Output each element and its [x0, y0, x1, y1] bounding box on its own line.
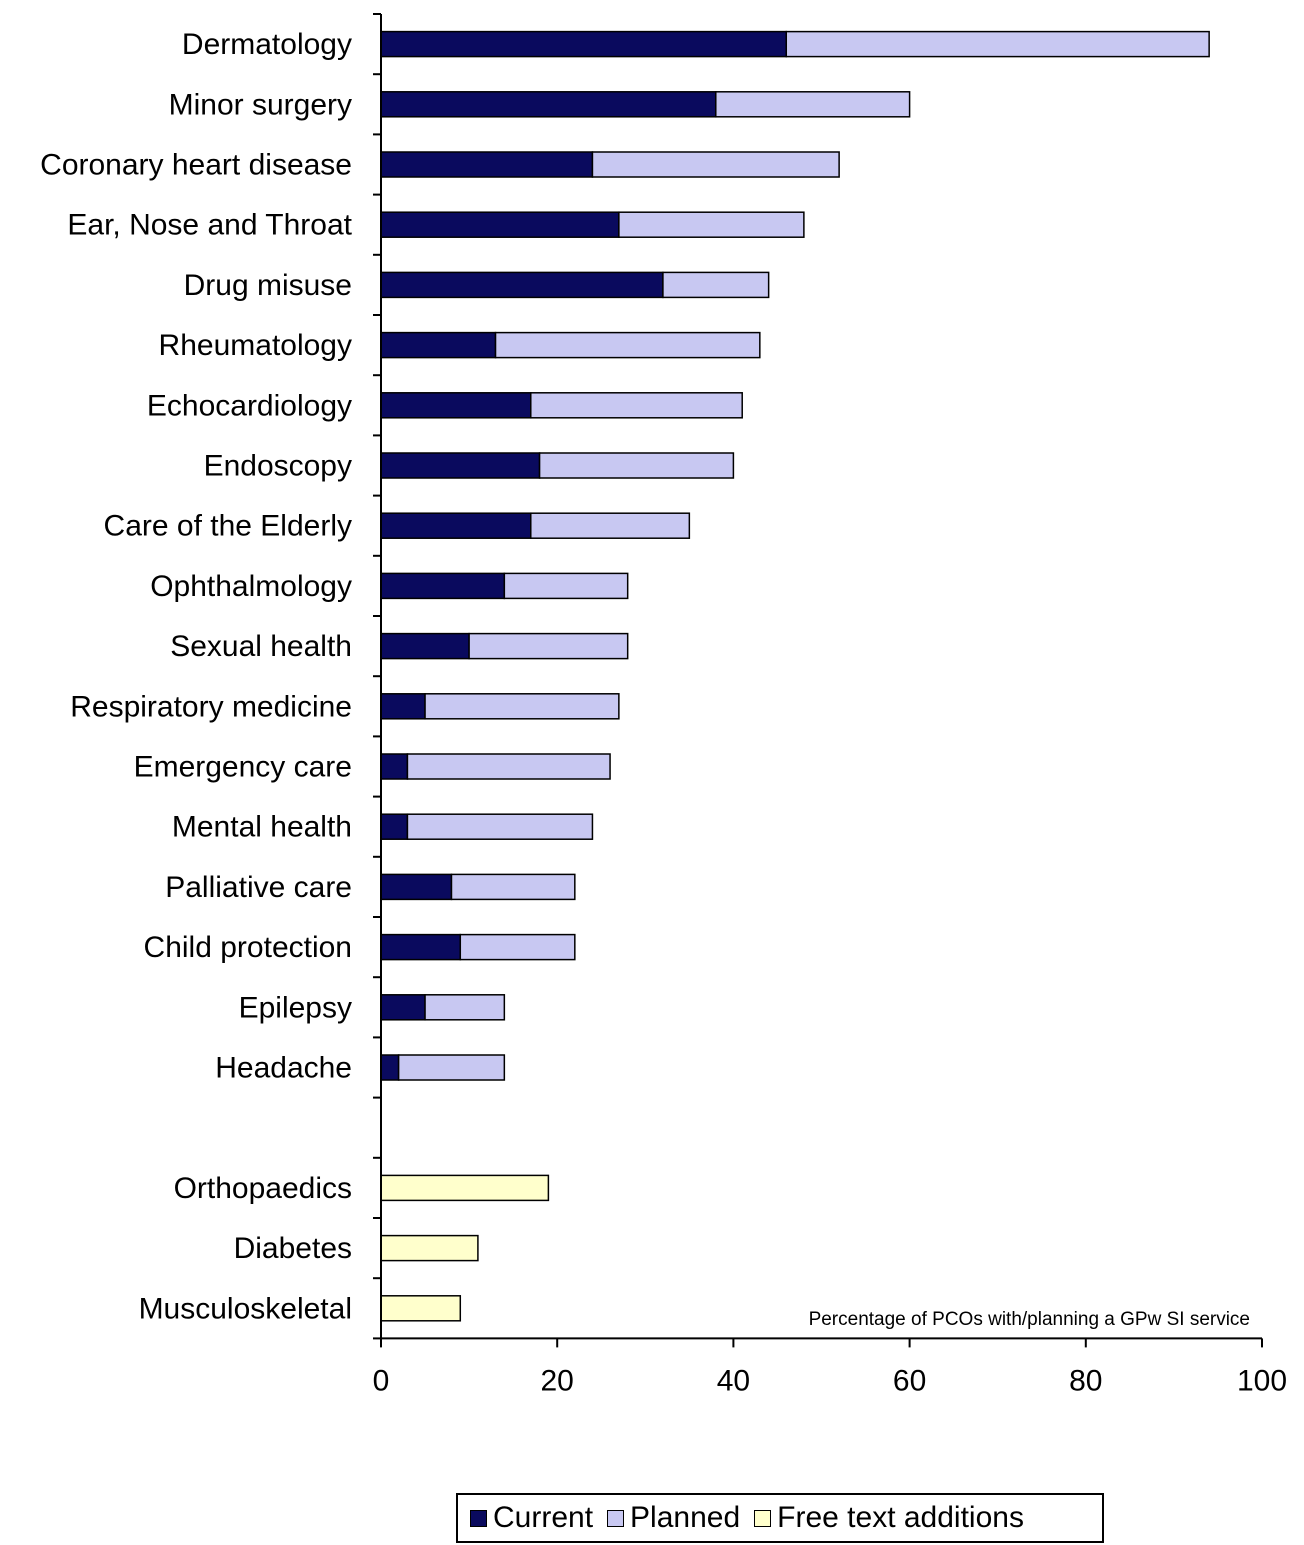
category-label-coronary-heart-disease: Coronary heart disease: [40, 149, 352, 182]
bar-planned-headache: [397, 1054, 506, 1081]
axes: 0 20 40 60 80 100: [373, 13, 1287, 1397]
x-tick-label-80: 80: [1069, 1364, 1102, 1397]
category-label-drug-misuse: Drug misuse: [184, 269, 352, 302]
bar-current-epilepsy: [380, 994, 426, 1021]
category-label-sexual-health: Sexual health: [170, 630, 352, 663]
bar-planned-echocardiology: [530, 392, 743, 419]
bar-current-echocardiology: [380, 392, 532, 419]
bar-planned-minor-surgery: [715, 91, 911, 118]
legend-swatch-current: [470, 1509, 487, 1527]
legend-label-current: Current: [493, 1501, 594, 1534]
bar-current-sexual-health: [380, 632, 470, 660]
category-label-diabetes: Diabetes: [234, 1232, 352, 1265]
category-label-palliative-care: Palliative care: [165, 871, 352, 904]
bar-chart: Dermatology Minor surgery Coronary heart d…: [40, 13, 1287, 1397]
bar-planned-mental-health: [406, 813, 594, 840]
bar-planned-emergency-care: [406, 753, 611, 780]
x-tick-label-20: 20: [541, 1364, 574, 1397]
x-axis-label: Percentage of PCOs with/planning a GPw S…: [809, 1309, 1250, 1330]
legend-item-free-text-additions: Free text additions: [754, 1501, 1024, 1535]
category-label-care-of-the-elderly: Care of the Elderly: [104, 510, 352, 543]
bar-free-text-additions-musculoskeletal: [380, 1295, 462, 1322]
category-label-ophthalmology: Ophthalmology: [150, 570, 352, 603]
bar-current-emergency-care: [380, 753, 409, 780]
legend-swatch-free-text-additions: [754, 1509, 772, 1527]
category-label-endoscopy: Endoscopy: [204, 450, 352, 483]
bar-planned-epilepsy: [424, 994, 506, 1021]
bar-current-ear-nose-and-throat: [380, 211, 620, 238]
category-label-echocardiology: Echocardiology: [147, 389, 352, 422]
category-label-headache: Headache: [215, 1052, 352, 1085]
bar-planned-care-of-the-elderly: [530, 512, 691, 539]
bar-planned-palliative-care: [450, 873, 576, 901]
x-tick-label-60: 60: [893, 1364, 926, 1397]
bar-planned-ear-nose-and-throat: [618, 211, 805, 238]
bar-current-rheumatology: [380, 331, 497, 359]
category-label-rheumatology: Rheumatology: [159, 329, 352, 362]
category-label-mental-health: Mental health: [172, 811, 352, 844]
legend-item-current: Current: [470, 1501, 593, 1535]
category-label-ear-nose-and-throat: Ear, Nose and Throat: [67, 209, 352, 242]
category-label-epilepsy: Epilepsy: [239, 991, 352, 1024]
bar-current-ophthalmology: [380, 572, 506, 600]
bar-planned-coronary-heart-disease: [591, 151, 840, 178]
bar-planned-ophthalmology: [503, 572, 629, 600]
bar-planned-drug-misuse: [662, 271, 770, 299]
bar-free-text-additions-orthopaedics: [380, 1174, 550, 1202]
legend-item-planned: Planned: [607, 1501, 740, 1535]
bar-free-text-additions-diabetes: [380, 1234, 479, 1262]
bar-current-care-of-the-elderly: [380, 512, 532, 539]
bar-planned-respiratory-medicine: [424, 693, 620, 720]
bar-current-drug-misuse: [380, 271, 664, 299]
category-labels: Dermatology Minor surgery Coronary heart d…: [40, 28, 353, 1325]
legend-swatch-planned: [607, 1509, 625, 1527]
bar-current-respiratory-medicine: [380, 693, 426, 720]
bar-planned-rheumatology: [494, 331, 761, 359]
bar-current-mental-health: [380, 813, 409, 840]
category-label-dermatology: Dermatology: [182, 28, 352, 61]
bar-current-child-protection: [380, 933, 462, 961]
bar-planned-child-protection: [459, 933, 576, 961]
category-label-musculoskeletal: Musculoskeletal: [139, 1292, 352, 1325]
x-tick-label-0: 0: [373, 1364, 390, 1397]
legend: Current Planned Free text additions: [456, 1493, 1104, 1543]
bar-current-palliative-care: [380, 873, 453, 901]
x-tick-label-40: 40: [717, 1364, 750, 1397]
bar-group: [380, 30, 1210, 1322]
x-tick-label-100: 100: [1237, 1364, 1287, 1397]
bar-current-minor-surgery: [380, 91, 717, 118]
legend-label-planned: Planned: [630, 1501, 741, 1534]
category-label-respiratory-medicine: Respiratory medicine: [70, 690, 352, 723]
bar-planned-dermatology: [785, 30, 1210, 58]
category-label-child-protection: Child protection: [144, 931, 352, 964]
bar-current-dermatology: [380, 30, 788, 58]
category-label-emergency-care: Emergency care: [134, 751, 352, 784]
category-label-orthopaedics: Orthopaedics: [174, 1172, 352, 1205]
bar-planned-endoscopy: [538, 452, 735, 479]
bar-planned-sexual-health: [468, 632, 629, 660]
bar-current-endoscopy: [380, 452, 541, 479]
legend-label-free-text-additions: Free text additions: [777, 1501, 1024, 1534]
bar-current-headache: [380, 1054, 400, 1081]
category-label-minor-surgery: Minor surgery: [169, 88, 352, 121]
bar-current-coronary-heart-disease: [380, 151, 594, 178]
